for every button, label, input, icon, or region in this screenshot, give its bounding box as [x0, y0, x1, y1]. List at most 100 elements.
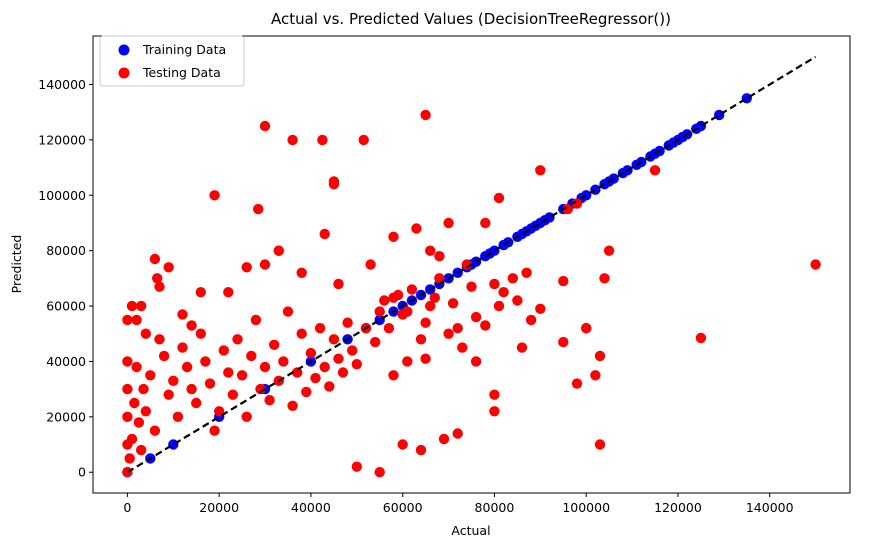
- data-point: [581, 323, 592, 334]
- legend-marker-training: [118, 44, 130, 56]
- data-point: [131, 361, 142, 373]
- data-point: [186, 383, 197, 395]
- data-point: [140, 328, 151, 339]
- data-point: [319, 361, 330, 373]
- data-point: [138, 383, 149, 395]
- data-point: [333, 353, 344, 364]
- chart-title: Actual vs. Predicted Values (DecisionTre…: [271, 10, 671, 28]
- data-point: [397, 439, 408, 450]
- data-point: [489, 278, 500, 290]
- data-point: [273, 245, 284, 256]
- y-tick-label: 40000: [46, 354, 86, 369]
- data-point: [358, 134, 369, 146]
- data-point: [122, 314, 133, 326]
- data-point: [415, 334, 427, 345]
- y-tick-label: 100000: [38, 188, 86, 203]
- data-point: [158, 350, 170, 362]
- x-tick-label: 0: [123, 500, 131, 515]
- data-point: [406, 284, 418, 295]
- data-point: [131, 314, 142, 326]
- data-point: [342, 317, 353, 328]
- data-point: [214, 406, 225, 417]
- data-point: [351, 359, 362, 370]
- data-point: [168, 439, 179, 450]
- y-axis-label: Predicted: [9, 235, 24, 294]
- data-point: [489, 406, 500, 417]
- data-point: [594, 350, 606, 362]
- data-point: [590, 370, 601, 381]
- data-point: [493, 192, 505, 204]
- data-point: [402, 356, 413, 367]
- data-point: [558, 336, 569, 348]
- data-point: [452, 323, 463, 334]
- data-point: [122, 383, 133, 395]
- data-point: [126, 300, 138, 312]
- data-point: [314, 323, 326, 334]
- data-point: [392, 289, 404, 301]
- data-point: [282, 306, 294, 317]
- data-point: [507, 273, 518, 284]
- y-tick-label: 20000: [46, 409, 86, 424]
- data-point: [347, 345, 358, 356]
- data-point: [168, 375, 179, 386]
- data-point: [581, 190, 592, 201]
- data-point: [741, 93, 752, 104]
- data-point: [383, 323, 395, 334]
- y-tick-label: 80000: [46, 243, 86, 258]
- data-point: [337, 367, 349, 378]
- data-point: [278, 356, 289, 367]
- data-point: [145, 370, 156, 381]
- data-point: [415, 444, 427, 456]
- legend-label-training: Training Data: [142, 42, 226, 57]
- data-point: [324, 381, 335, 392]
- data-point: [466, 281, 477, 292]
- legend: Training Data Testing Data: [99, 35, 245, 87]
- x-tick-label: 40000: [291, 500, 331, 515]
- data-point: [255, 383, 266, 395]
- data-point: [420, 109, 431, 121]
- data-point: [241, 262, 252, 273]
- x-tick-label: 100000: [562, 500, 610, 515]
- series-testing: [122, 109, 821, 478]
- data-point: [218, 345, 229, 356]
- data-point: [287, 400, 298, 411]
- data-point: [186, 320, 197, 331]
- data-point: [296, 267, 307, 278]
- data-point: [443, 217, 454, 229]
- data-point: [365, 259, 376, 270]
- data-point: [374, 467, 385, 478]
- data-point: [535, 303, 546, 314]
- data-point: [129, 397, 140, 409]
- x-tick-label: 60000: [383, 500, 423, 515]
- data-point: [236, 370, 248, 381]
- data-point: [124, 453, 135, 464]
- data-point: [296, 328, 307, 339]
- data-point: [246, 350, 257, 362]
- data-point: [402, 306, 413, 317]
- data-point: [470, 311, 482, 323]
- data-point: [310, 372, 321, 384]
- data-point: [603, 245, 615, 256]
- data-point: [232, 334, 243, 345]
- data-point: [209, 425, 220, 436]
- legend-label-testing: Testing Data: [142, 65, 221, 80]
- data-point: [452, 428, 463, 439]
- data-point: [420, 353, 431, 364]
- data-point: [810, 259, 821, 270]
- data-point: [177, 342, 188, 353]
- data-point: [195, 287, 206, 298]
- x-tick-label: 120000: [654, 500, 702, 515]
- data-point: [521, 267, 532, 278]
- data-point: [259, 120, 271, 132]
- data-point: [209, 190, 220, 201]
- data-point: [319, 228, 330, 240]
- data-point: [204, 378, 216, 389]
- data-point: [351, 461, 362, 472]
- data-point: [493, 300, 505, 312]
- data-point: [434, 251, 445, 262]
- data-point: [608, 173, 619, 184]
- y-tick-label: 140000: [38, 77, 86, 92]
- reference-line: [126, 55, 817, 474]
- data-point: [457, 342, 468, 353]
